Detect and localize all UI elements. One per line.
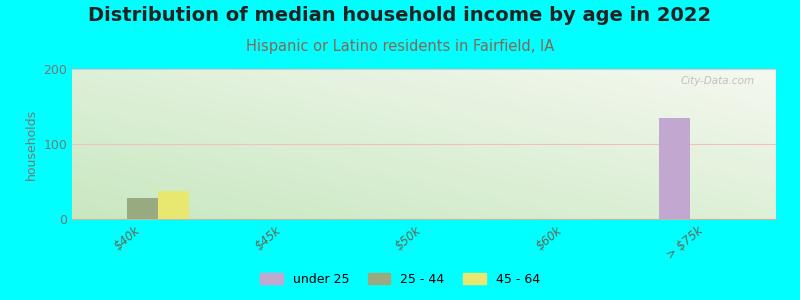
Y-axis label: households: households <box>25 108 38 180</box>
Text: Hispanic or Latino residents in Fairfield, IA: Hispanic or Latino residents in Fairfiel… <box>246 39 554 54</box>
Text: Distribution of median household income by age in 2022: Distribution of median household income … <box>89 6 711 25</box>
Bar <box>127 198 158 219</box>
Bar <box>659 118 690 219</box>
Bar <box>158 190 189 219</box>
Text: City-Data.com: City-Data.com <box>681 76 755 86</box>
Legend: under 25, 25 - 44, 45 - 64: under 25, 25 - 44, 45 - 64 <box>255 268 545 291</box>
